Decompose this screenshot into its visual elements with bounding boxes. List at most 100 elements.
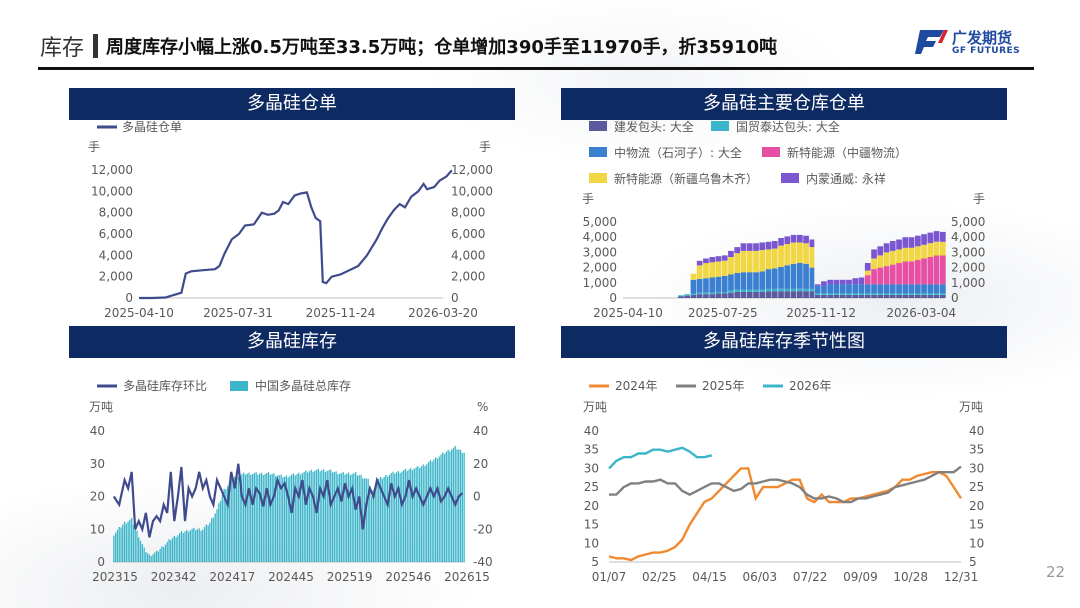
inventory-bar [337,474,339,562]
bar-segment [933,241,940,256]
bar-segment [814,295,821,298]
inventory-bar [326,470,328,562]
bar-segment [690,279,697,294]
inventory-bar [257,474,259,562]
legend-label-warehouse: 中物流（石河子）: 大全 [614,145,742,160]
legend-label-warehouse: 内蒙通威: 永祥 [806,172,886,186]
bar-segment [858,293,865,295]
bar-segment [784,265,791,289]
inventory-bar [328,470,330,562]
y-tick-right: 35 [969,443,984,457]
inventory-bar [374,487,376,562]
bar-segment [902,284,909,294]
inventory-bar [461,452,463,562]
inventory-bar [427,462,430,562]
bar-segment [803,291,809,298]
bar-segment [921,234,927,245]
inventory-bar [347,472,350,562]
bar-segment [883,295,890,298]
bar-segment [709,292,716,295]
x-tick: 202546 [385,570,431,584]
inventory-bar [296,474,298,562]
bar-segment [852,284,859,294]
logo-text-cn: 广发期货 [952,29,1013,47]
x-tick: 06/03 [743,570,778,584]
legend-label-warrants: 多晶硅仓单 [122,120,182,134]
bar-segment [734,247,741,254]
inventory-bar [138,537,140,562]
inventory-bar [335,471,337,562]
inventory-bar [401,471,403,562]
bar-segment [889,295,896,298]
inventory-bar [267,472,270,562]
inventory-bar [173,535,175,562]
bar-segment [790,291,797,298]
legend-swatch-warehouse [711,121,729,131]
bar-segment [771,241,778,249]
inventory-bar [127,521,129,562]
y-unit-left: 万吨 [583,400,607,414]
bar-segment [839,293,846,295]
inventory-bar [280,474,282,562]
y-tick-right: 40 [969,424,984,438]
x-tick: 09/09 [843,570,878,584]
series-line-year [608,467,963,562]
bar-segment [684,294,690,296]
bar-segment [933,284,940,294]
inventory-bar [211,518,213,562]
inventory-bar [227,486,229,562]
bar-segment [678,295,684,297]
inventory-bar [312,471,314,562]
inventory-bar [294,475,296,562]
inventory-bar [232,480,234,562]
bar-segment [871,295,877,298]
inventory-bar [365,478,367,562]
bar-segment [765,291,772,298]
inventory-bar [260,472,263,562]
panel-title-inventory: 多晶硅库存 [69,326,515,358]
inventory-bar [392,471,394,562]
y-tick-left: 6,000 [99,227,133,241]
bar-segment [728,290,734,293]
bar-segment [809,288,815,292]
y-tick-left: 4,000 [99,248,133,262]
inventory-bar [442,452,444,562]
inventory-bar [440,454,442,562]
inventory-bar [125,523,127,562]
bar-segment [728,257,734,275]
y-tick-left: 0 [97,555,105,569]
company-logo: 广发期货 GF FUTURES [914,25,1044,61]
bar-segment [940,255,946,285]
inventory-bar [449,451,451,562]
inventory-bar [399,473,401,562]
y-tick-left: 10,000 [91,184,133,198]
bar-segment [790,263,797,289]
bar-segment [778,288,784,292]
bar-segment [827,284,834,294]
inventory-bar [246,473,248,562]
inventory-bar [298,472,300,562]
bar-segment [940,293,946,295]
inventory-bar [266,473,268,562]
bar-segment [715,261,722,277]
inventory-bar [413,468,415,562]
bar-segment [771,268,778,289]
inventory-bar [307,472,309,562]
bar-segment [915,246,921,260]
bar-segment [709,277,716,293]
bar-segment [839,295,846,298]
inventory-bar [426,464,428,562]
inventory-bar [244,474,247,562]
y-unit-right: % [477,400,488,414]
bar-segment [883,293,890,295]
inventory-bar [344,474,346,562]
inventory-bar [372,490,375,562]
bar-segment [746,289,753,292]
bar-segment [740,291,747,298]
inventory-bar [305,470,307,562]
inventory-bar [152,554,154,562]
legend-label-warehouse: 建发包头: 大全 [614,119,694,134]
inventory-bar [321,470,323,562]
x-tick: 2025-04-10 [104,306,174,320]
